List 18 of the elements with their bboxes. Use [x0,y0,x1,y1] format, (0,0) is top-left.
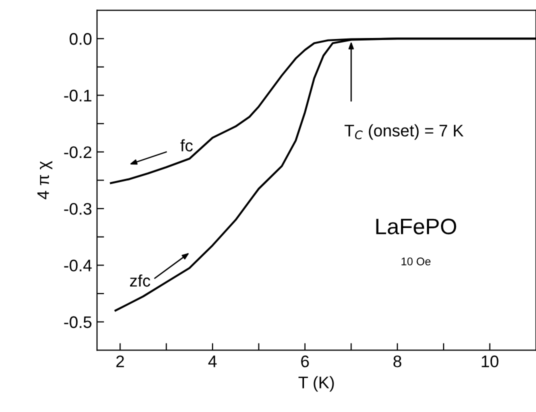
annotation: LaFePO [376,218,456,234]
y-axis-title: 4 π χ [37,161,52,200]
x-tick-label: 10 [482,356,498,368]
x-axis-title: T (K) [298,376,334,392]
y-tick-label: -0.5 [64,316,92,328]
y-tick-label: -0.4 [64,260,92,272]
y-tick-label: 0.0 [70,33,92,45]
annotation: T$_{C}$ (onset) = 7 K [344,124,464,140]
annotation: 10 Oe [402,258,430,266]
series-label: fc [180,139,193,152]
series-label: zfc [130,274,150,287]
x-tick-label: 4 [208,356,217,368]
x-tick-label: 8 [393,356,402,368]
y-tick-label: -0.1 [64,90,92,102]
x-tick-label: 6 [301,356,309,368]
y-tick-label: -0.2 [64,146,92,158]
x-tick-label: 2 [116,356,124,368]
y-tick-label: -0.3 [64,202,92,215]
